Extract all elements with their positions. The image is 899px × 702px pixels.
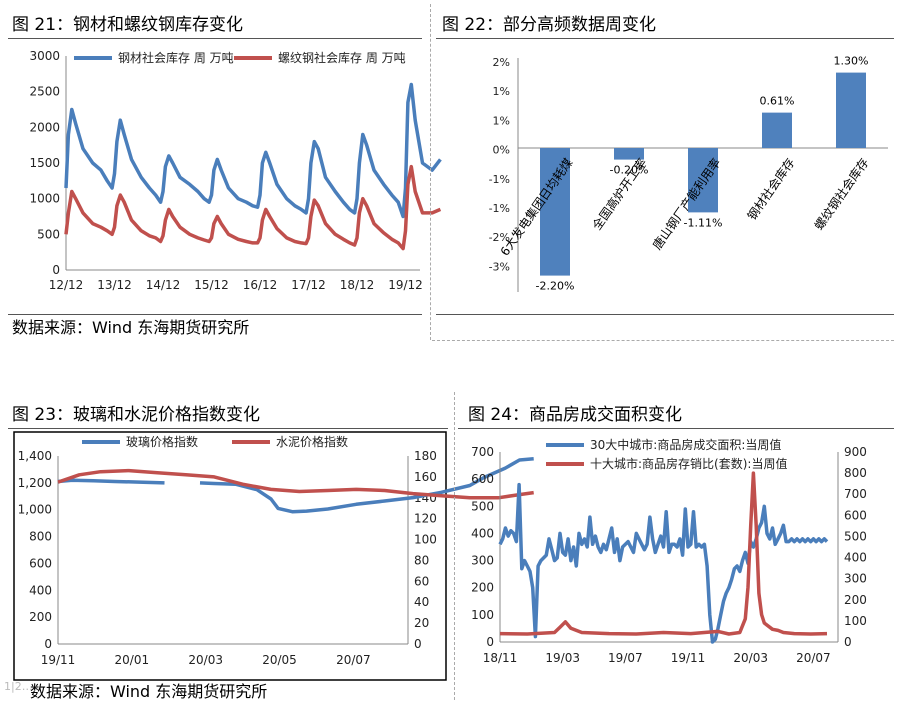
c24-left-tick-label: 200 — [471, 581, 494, 595]
c24-left-tick-label: 400 — [471, 526, 494, 540]
c24-series-line-1 — [500, 473, 827, 634]
c24-legend-label-1: 十大城市:商品房存销比(套数):当周值 — [590, 456, 787, 471]
c24-x-tick-label: 18/11 — [483, 651, 518, 665]
panel-divider-bottom — [454, 392, 455, 700]
c24-left-tick-label: 100 — [471, 608, 494, 622]
c24-x-tick-label: 19/11 — [671, 651, 706, 665]
c24-right-tick-label: 800 — [844, 466, 867, 480]
c24-x-tick-label: 19/03 — [545, 651, 580, 665]
c24-left-tick-label: 300 — [471, 554, 494, 568]
c24-left-tick-label: 600 — [471, 472, 494, 486]
c24-right-tick-label: 200 — [844, 593, 867, 607]
c24-legend-label-0: 30大中城市:商品房成交面积:当周值 — [590, 437, 781, 452]
c24-right-tick-label: 600 — [844, 508, 867, 522]
c24-left-tick-label: 500 — [471, 499, 494, 513]
c24-left-tick-label: 0 — [486, 635, 494, 649]
c24-right-tick-label: 500 — [844, 529, 867, 543]
c24-right-tick-label: 900 — [844, 445, 867, 459]
c24-left-tick-label: 700 — [471, 445, 494, 459]
c24-x-tick-label: 20/07 — [796, 651, 831, 665]
c24-right-tick-label: 100 — [844, 614, 867, 628]
c24-x-tick-label: 19/07 — [608, 651, 643, 665]
c24-right-tick-label: 0 — [844, 635, 852, 649]
c24-right-tick-label: 400 — [844, 551, 867, 565]
c24-right-tick-label: 300 — [844, 572, 867, 586]
c24-x-tick-label: 20/03 — [733, 651, 768, 665]
c24-series-line-0 — [500, 485, 827, 642]
c24-right-tick-label: 700 — [844, 487, 867, 501]
